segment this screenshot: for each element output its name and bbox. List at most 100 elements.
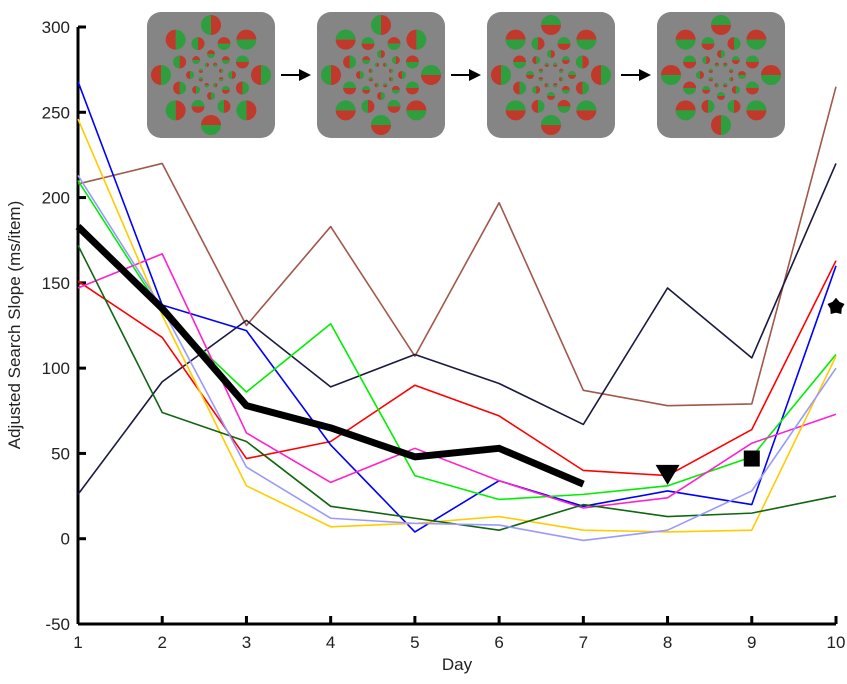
stimulus-half bbox=[421, 75, 441, 85]
stimulus-half bbox=[421, 65, 441, 75]
stimulus-half bbox=[356, 71, 360, 79]
stimulus-half bbox=[387, 37, 401, 44]
stimulus-half bbox=[738, 71, 746, 75]
stimulus-half bbox=[387, 106, 401, 113]
stimulus-half bbox=[236, 100, 247, 121]
stimulus-half bbox=[717, 50, 721, 58]
stimulus-half bbox=[179, 81, 187, 95]
stimulus-half bbox=[675, 100, 696, 111]
x-tick-label: 10 bbox=[827, 633, 846, 652]
stimulus-half bbox=[368, 79, 374, 82]
stimulus-half bbox=[538, 68, 544, 71]
y-tick-label: 50 bbox=[51, 444, 70, 463]
stimulus-half bbox=[746, 110, 767, 121]
stimulus-half bbox=[217, 43, 231, 51]
stimulus-half bbox=[745, 55, 759, 62]
stimulus-half bbox=[701, 37, 715, 44]
stimulus-half bbox=[376, 82, 379, 88]
stimulus-half bbox=[204, 62, 207, 68]
y-axis-label: Adjusted Search Slope (ms/item) bbox=[5, 201, 24, 450]
stimulus-half bbox=[721, 50, 725, 58]
stimulus-half bbox=[218, 79, 224, 82]
stimulus-half bbox=[192, 85, 197, 94]
stimulus-half bbox=[701, 99, 708, 113]
stimulus-half bbox=[391, 77, 394, 82]
series-line bbox=[77, 260, 837, 477]
stimulus-half bbox=[151, 65, 161, 85]
stimulus-half bbox=[723, 62, 728, 65]
stimulus-half bbox=[537, 37, 545, 51]
stimulus-half bbox=[235, 55, 249, 62]
stimulus-half bbox=[711, 15, 731, 25]
arrow-head bbox=[639, 69, 651, 81]
stimulus-half bbox=[700, 71, 704, 79]
stimulus-half bbox=[213, 64, 218, 68]
stimulus-half bbox=[505, 39, 526, 50]
stimulus-half bbox=[405, 55, 419, 62]
stimulus-half bbox=[734, 37, 741, 51]
stimulus-half bbox=[388, 68, 392, 73]
stimulus-half bbox=[558, 77, 562, 82]
stimulus-half bbox=[711, 115, 721, 135]
stimulus-half bbox=[714, 62, 719, 65]
stimulus-half bbox=[198, 68, 204, 71]
stimulus-half bbox=[221, 68, 224, 73]
stimulus-half bbox=[731, 60, 740, 65]
x-tick-label: 5 bbox=[410, 633, 419, 652]
stimulus-half bbox=[377, 50, 381, 58]
stimulus-half bbox=[721, 115, 731, 135]
stimulus-half bbox=[391, 85, 400, 90]
stimulus-half bbox=[406, 100, 427, 111]
stimulus-half bbox=[335, 29, 356, 40]
stimulus-half bbox=[532, 56, 537, 65]
x-tick-label: 1 bbox=[73, 633, 82, 652]
stimulus-half bbox=[374, 82, 377, 88]
stimulus-half bbox=[575, 81, 583, 95]
stimulus-half bbox=[218, 68, 222, 73]
x-tick-label: 2 bbox=[157, 633, 166, 652]
stimulus-half bbox=[531, 37, 538, 51]
stimulus-half bbox=[191, 37, 198, 51]
stimulus-half bbox=[519, 81, 527, 95]
stimulus-half bbox=[381, 50, 385, 58]
y-tick-label: 150 bbox=[42, 274, 70, 293]
stimulus-half bbox=[374, 62, 377, 68]
stimulus-half bbox=[406, 29, 417, 50]
stimulus-half bbox=[553, 85, 558, 88]
stimulus-half bbox=[558, 70, 564, 73]
stimulus-half bbox=[728, 70, 734, 73]
stimulus-half bbox=[335, 39, 356, 50]
stimulus-half bbox=[165, 29, 176, 50]
stimulus-half bbox=[561, 56, 570, 61]
stimulus-half bbox=[547, 92, 555, 96]
stimulus-half bbox=[191, 99, 205, 107]
stimulus-half bbox=[204, 85, 209, 88]
arrow-head bbox=[469, 69, 481, 81]
stimulus-half bbox=[383, 82, 388, 86]
stimulus-half bbox=[558, 68, 564, 71]
stimulus-half bbox=[714, 82, 717, 88]
stimulus-half bbox=[228, 71, 232, 79]
stimulus-half bbox=[702, 85, 711, 90]
stimulus-half bbox=[246, 100, 257, 121]
stimulus-half bbox=[708, 79, 714, 82]
stimulus-half bbox=[601, 65, 611, 85]
stimulus-half bbox=[398, 71, 402, 79]
stimulus-half bbox=[491, 65, 501, 85]
stimulus-half bbox=[575, 55, 583, 69]
stimulus-half bbox=[405, 61, 419, 69]
stimulus-half bbox=[331, 65, 341, 85]
stimulus-half bbox=[321, 65, 331, 85]
stimulus-half bbox=[731, 85, 736, 94]
stimulus-half bbox=[561, 60, 570, 65]
stimulus-half bbox=[405, 88, 419, 95]
series-line bbox=[77, 81, 837, 533]
stimulus-half bbox=[707, 99, 715, 113]
stimulus-half bbox=[362, 89, 371, 94]
stimulus-half bbox=[731, 77, 734, 82]
stimulus-half bbox=[538, 70, 544, 73]
stimulus-half bbox=[207, 54, 215, 58]
stimulus-half bbox=[745, 88, 759, 95]
stimulus-half bbox=[387, 43, 401, 51]
stimulus-half bbox=[568, 75, 576, 79]
